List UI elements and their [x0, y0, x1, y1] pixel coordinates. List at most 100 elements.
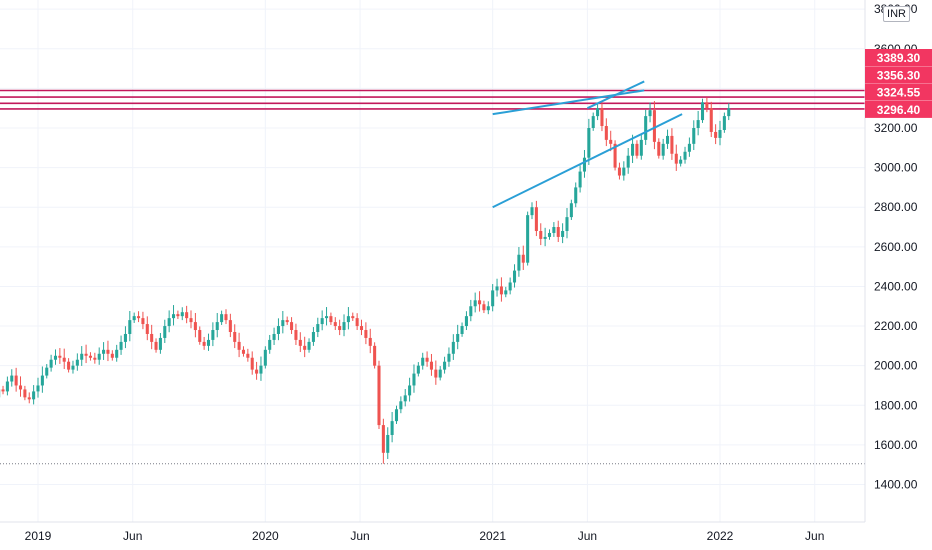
candle-body [639, 139, 643, 156]
candle-body [443, 361, 447, 370]
candle-body [692, 128, 696, 144]
x-tick-label: Jun [123, 529, 142, 543]
price-tag-label: 3296.40 [877, 103, 921, 117]
candle-body [652, 110, 656, 142]
price-tag-bg [865, 49, 932, 66]
candle-body [486, 306, 490, 311]
candle-body [167, 318, 171, 327]
candle-body [71, 365, 75, 370]
candle-body [512, 270, 517, 283]
y-tick-label: 3000.00 [874, 161, 918, 175]
candle-body [451, 341, 455, 354]
candle-body [582, 157, 587, 172]
candle-body [644, 116, 648, 140]
candle-body [491, 290, 495, 307]
candle-body [635, 143, 639, 156]
candle-body [27, 397, 31, 400]
candle-body [565, 217, 569, 231]
candle-body [110, 353, 114, 358]
price-tag-label: 3324.55 [877, 86, 921, 100]
candle-body [228, 320, 232, 332]
candle-body [5, 381, 9, 392]
candle-body [137, 316, 141, 319]
candle-body [36, 385, 40, 392]
candle-body [303, 345, 307, 350]
candle-body [547, 232, 552, 237]
candle-body [220, 314, 224, 323]
candle-body [368, 337, 372, 346]
y-tick-label: 2800.00 [874, 200, 918, 214]
candle-body [434, 369, 438, 378]
axes: 1400.00 1600.00 1800.00 2000.00 2200.00 2400.… [0, 0, 918, 543]
candle-body [180, 312, 184, 317]
candle-body [198, 330, 202, 342]
trendline [492, 89, 645, 116]
candle-body [530, 207, 534, 216]
candle-body [237, 341, 241, 350]
x-tick-label: 2021 [479, 529, 506, 543]
candle-body [211, 330, 215, 340]
candle-body [176, 314, 180, 317]
candle-body [403, 395, 407, 402]
candle-body [189, 318, 193, 323]
candle-body [224, 314, 228, 321]
candle-body [158, 337, 162, 350]
candle-body [163, 326, 167, 338]
candle-body [141, 318, 145, 325]
candle-body [569, 203, 573, 218]
x-tick-label: Jun [350, 529, 369, 543]
y-tick-label: 2600.00 [874, 240, 918, 254]
candle-body [591, 116, 595, 128]
currency-badge[interactable]: INR [883, 6, 910, 22]
candle-body [311, 331, 315, 342]
candle-body [631, 143, 635, 156]
candle-body [123, 333, 127, 342]
candle-body [316, 324, 320, 332]
candle-body [416, 365, 420, 374]
candle-body [679, 159, 683, 164]
candle-body [464, 316, 468, 327]
horizontal-price-levels [0, 89, 865, 465]
candle-body [32, 391, 36, 400]
candle-body [683, 151, 687, 160]
candle-body [600, 108, 604, 127]
candle-body [495, 286, 499, 291]
candle-body [241, 349, 246, 354]
y-tick-label: 1800.00 [874, 398, 918, 412]
candle-body [364, 330, 368, 338]
candle-body [215, 322, 219, 331]
candle-body [298, 339, 302, 346]
candle-body [150, 333, 154, 342]
candle-body [373, 345, 377, 366]
candle-body [661, 143, 665, 156]
candle-body [338, 326, 342, 331]
candle-body [718, 129, 722, 138]
candle-body [88, 355, 92, 358]
candle-body [381, 425, 385, 453]
candle-body [23, 389, 27, 398]
candle-body [268, 339, 272, 350]
candle-body [355, 318, 359, 327]
candle-body [62, 357, 66, 362]
candle-body [666, 135, 670, 144]
x-tick-label: 2022 [707, 529, 734, 543]
candle-body [421, 357, 425, 366]
trendline [586, 80, 645, 110]
candle-body [75, 359, 79, 366]
candle-body [346, 316, 350, 323]
candle-body [517, 254, 521, 271]
candle-body [478, 300, 482, 305]
candle-body [250, 357, 254, 370]
candle-body [561, 230, 565, 237]
candle-body [132, 316, 136, 321]
trendline [492, 113, 683, 209]
candle-body [482, 304, 486, 311]
candle-body [202, 341, 206, 346]
candle-body [84, 353, 88, 356]
candle-body [115, 349, 119, 358]
candle-body [263, 349, 267, 366]
candle-body [556, 227, 560, 237]
candle-body [460, 326, 464, 334]
candle-body [539, 230, 543, 239]
